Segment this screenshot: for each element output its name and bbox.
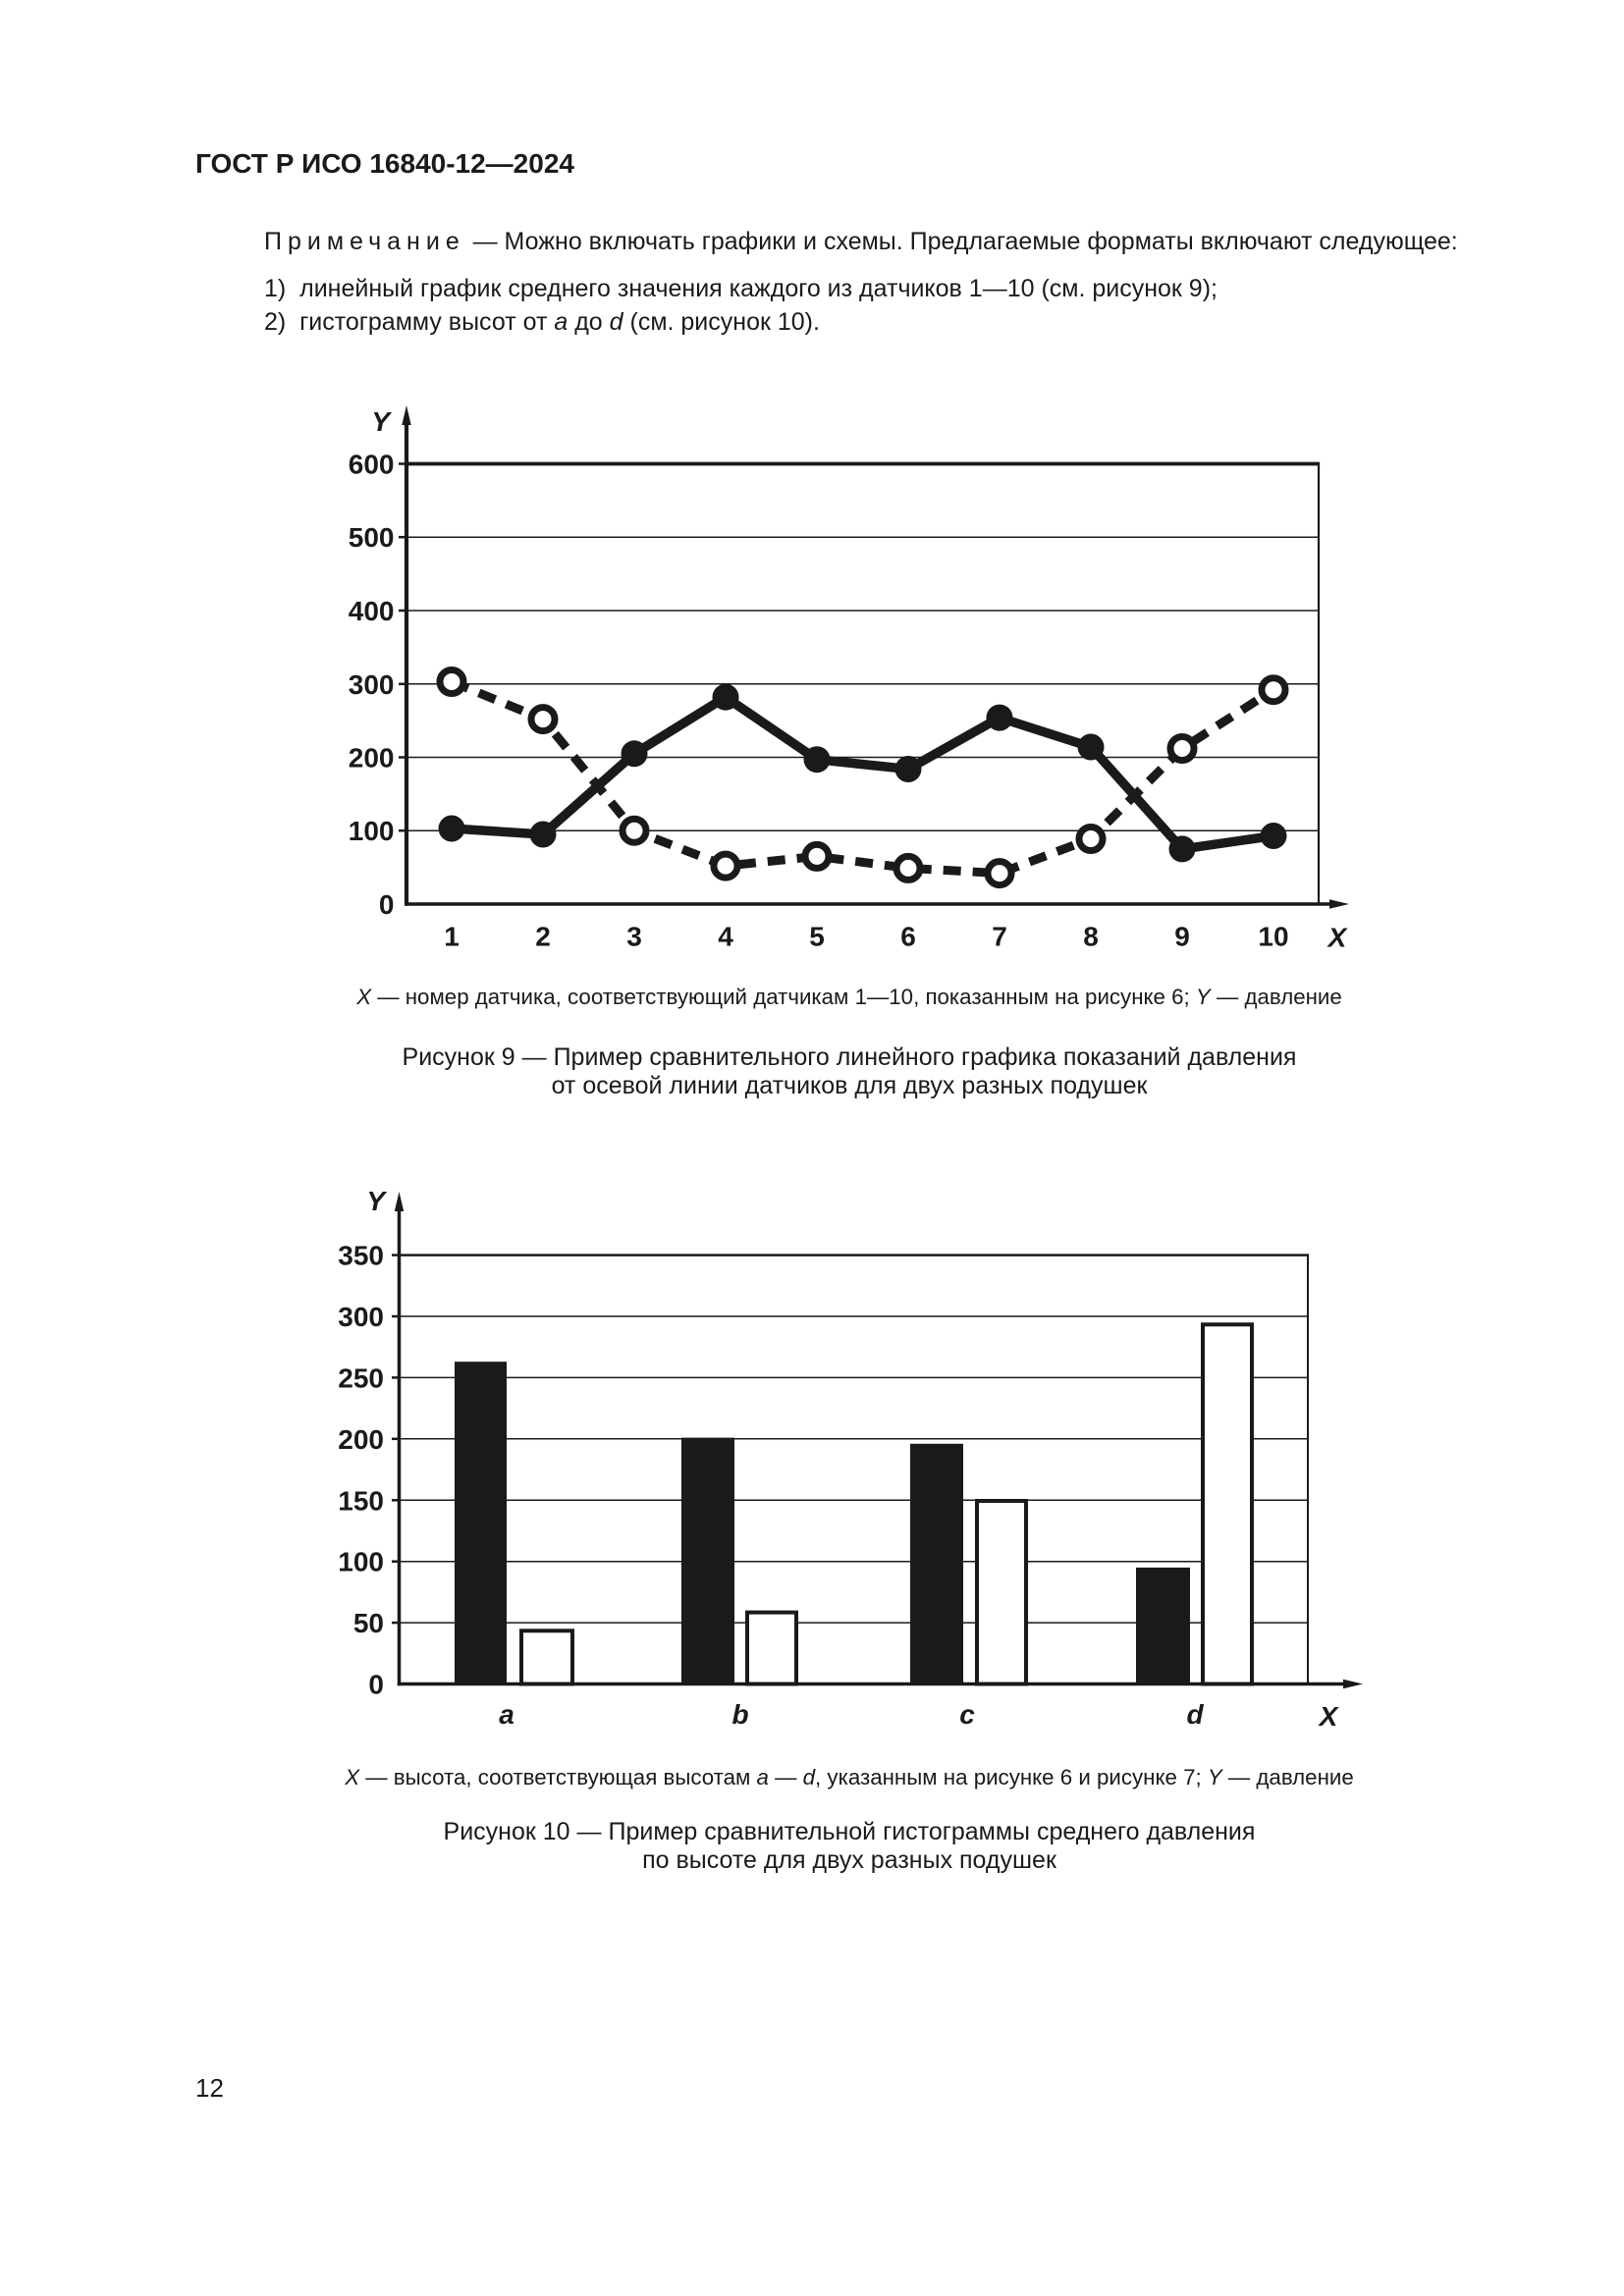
svg-text:10: 10 bbox=[1258, 922, 1288, 952]
svg-text:300: 300 bbox=[349, 669, 395, 700]
svg-text:500: 500 bbox=[349, 522, 395, 553]
svg-text:5: 5 bbox=[809, 922, 825, 952]
svg-text:8: 8 bbox=[1083, 922, 1099, 952]
svg-text:0: 0 bbox=[368, 1670, 384, 1700]
svg-text:a: a bbox=[499, 1699, 514, 1730]
svg-text:3: 3 bbox=[626, 922, 642, 952]
svg-text:2: 2 bbox=[535, 922, 551, 952]
svg-text:0: 0 bbox=[379, 889, 395, 920]
svg-text:100: 100 bbox=[349, 816, 395, 846]
svg-text:7: 7 bbox=[992, 922, 1007, 952]
svg-text:X: X bbox=[1326, 923, 1349, 953]
svg-text:Y: Y bbox=[371, 406, 392, 437]
svg-text:6: 6 bbox=[900, 922, 916, 952]
svg-text:50: 50 bbox=[353, 1608, 384, 1638]
svg-text:150: 150 bbox=[338, 1485, 384, 1516]
svg-text:250: 250 bbox=[338, 1362, 384, 1393]
svg-text:b: b bbox=[731, 1699, 748, 1730]
svg-text:9: 9 bbox=[1174, 922, 1190, 952]
svg-text:1: 1 bbox=[444, 922, 460, 952]
svg-text:Y: Y bbox=[366, 1186, 387, 1216]
svg-text:350: 350 bbox=[338, 1241, 384, 1271]
svg-text:c: c bbox=[959, 1699, 975, 1730]
svg-text:X: X bbox=[1318, 1701, 1340, 1732]
svg-text:300: 300 bbox=[338, 1302, 384, 1332]
svg-text:400: 400 bbox=[349, 596, 395, 626]
svg-text:100: 100 bbox=[338, 1547, 384, 1577]
svg-text:200: 200 bbox=[338, 1424, 384, 1455]
svg-text:d: d bbox=[1186, 1699, 1204, 1730]
svg-text:600: 600 bbox=[349, 450, 395, 480]
svg-text:4: 4 bbox=[718, 922, 733, 952]
svg-text:200: 200 bbox=[349, 743, 395, 774]
